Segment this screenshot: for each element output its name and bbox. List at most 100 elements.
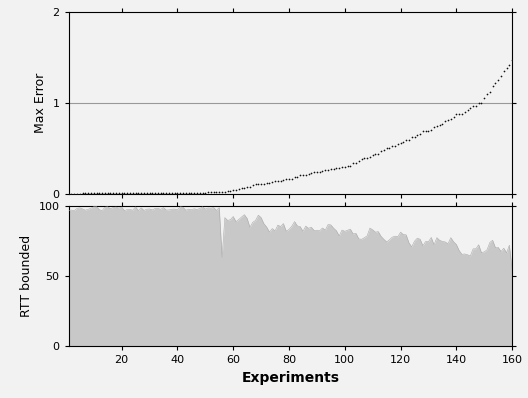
Point	[296, 172, 304, 178]
Point	[318, 168, 327, 174]
Point	[274, 178, 282, 184]
Point	[354, 158, 363, 164]
Point	[156, 190, 165, 196]
Point	[254, 181, 262, 187]
Point	[106, 190, 115, 196]
Point	[201, 189, 210, 196]
Point	[159, 190, 168, 196]
Point	[238, 185, 246, 192]
Point	[497, 72, 505, 79]
Point	[508, 57, 516, 63]
Point	[173, 189, 182, 196]
Point	[288, 176, 296, 182]
Point	[324, 167, 332, 173]
Point	[299, 172, 307, 178]
Point	[126, 190, 134, 196]
Point	[360, 155, 369, 161]
Point	[223, 188, 232, 194]
Point	[260, 181, 268, 187]
Point	[134, 190, 143, 196]
Point	[232, 187, 240, 193]
Point	[480, 95, 488, 101]
Point	[190, 189, 199, 196]
Point	[221, 189, 229, 195]
Point	[338, 164, 346, 171]
Point	[315, 169, 324, 175]
Point	[377, 148, 385, 154]
Point	[251, 181, 260, 187]
Point	[397, 140, 405, 146]
Point	[321, 167, 329, 173]
Point	[226, 188, 234, 194]
Point	[419, 128, 427, 135]
Point	[460, 109, 469, 116]
Point	[154, 190, 162, 196]
Point	[234, 185, 243, 192]
Point	[444, 117, 452, 123]
Point	[92, 190, 101, 197]
Point	[425, 128, 433, 134]
Point	[243, 184, 251, 191]
Point	[140, 190, 148, 196]
Point	[447, 116, 455, 122]
Point	[329, 166, 338, 172]
Point	[195, 189, 204, 196]
Point	[505, 61, 514, 68]
Point	[120, 190, 129, 196]
Point	[215, 189, 223, 195]
Point	[380, 146, 388, 153]
Point	[98, 190, 106, 197]
Point	[385, 144, 394, 151]
Point	[346, 162, 355, 169]
Point	[290, 174, 299, 181]
Y-axis label: Max Error: Max Error	[34, 73, 47, 133]
Point	[206, 189, 215, 195]
Point	[137, 190, 145, 196]
Point	[352, 160, 360, 166]
Point	[477, 100, 486, 106]
Point	[73, 190, 81, 197]
Point	[257, 181, 266, 187]
Point	[332, 165, 341, 171]
Point	[458, 110, 466, 117]
Point	[405, 137, 413, 143]
Point	[499, 68, 508, 74]
Point	[366, 154, 374, 160]
Point	[184, 189, 193, 196]
Point	[109, 190, 118, 196]
Point	[399, 139, 408, 146]
Point	[229, 187, 238, 193]
Point	[363, 154, 371, 161]
Point	[151, 190, 159, 196]
Point	[449, 113, 458, 120]
Point	[466, 104, 475, 111]
Point	[193, 189, 201, 196]
Point	[408, 134, 416, 140]
Point	[472, 103, 480, 109]
Point	[491, 80, 499, 86]
Point	[123, 190, 131, 196]
Point	[393, 141, 402, 147]
Point	[475, 100, 483, 107]
Point	[441, 118, 449, 125]
Point	[307, 170, 316, 176]
Point	[143, 190, 151, 196]
Point	[327, 166, 335, 172]
Point	[204, 189, 212, 196]
Point	[131, 190, 140, 196]
Point	[486, 89, 494, 95]
Point	[469, 103, 477, 110]
Point	[438, 121, 447, 127]
Point	[416, 131, 425, 137]
Point	[87, 190, 95, 197]
Point	[262, 180, 271, 186]
Point	[265, 179, 274, 186]
Point	[452, 111, 460, 118]
Point	[374, 151, 382, 157]
Point	[463, 107, 472, 113]
Point	[310, 169, 318, 175]
Point	[179, 189, 187, 196]
Point	[488, 83, 497, 90]
Point	[391, 143, 399, 149]
Point	[90, 190, 98, 197]
